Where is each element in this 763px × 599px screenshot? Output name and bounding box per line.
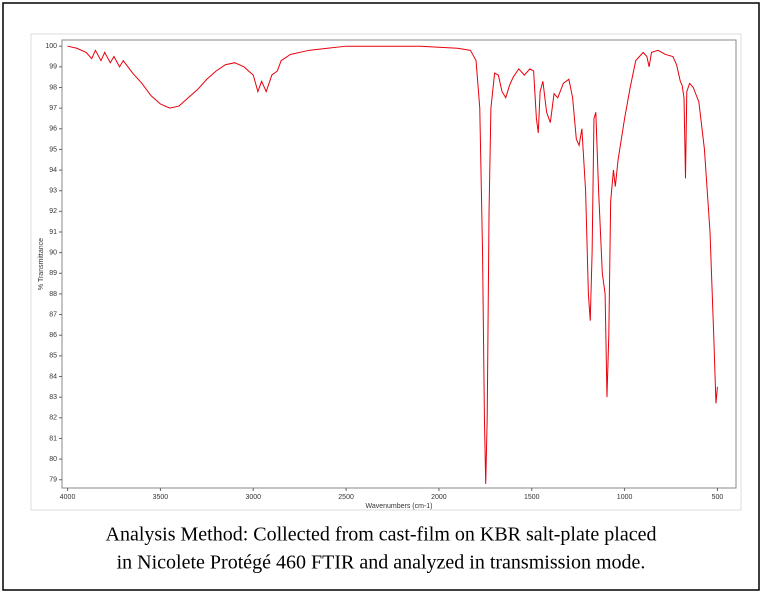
x-tick-label: 3500 (153, 494, 169, 501)
y-tick-label: 89 (49, 270, 57, 277)
spectrum-line (67, 45, 718, 484)
x-tick-label: 2000 (431, 494, 447, 501)
x-tick-label: 500 (712, 494, 724, 501)
y-tick-label: 79 (49, 477, 57, 484)
plot-frame (61, 39, 737, 489)
y-tick-label: 99 (49, 64, 57, 71)
y-tick-label: 93 (49, 188, 57, 195)
x-tick-label: 3000 (245, 494, 261, 501)
y-tick-label: 88 (49, 291, 57, 298)
y-tick-label: 82 (49, 415, 57, 422)
y-tick-label: 80 (49, 456, 57, 463)
y-tick-label: 95 (49, 146, 57, 153)
x-tick-label: 1000 (617, 494, 633, 501)
x-tick-label: 4000 (60, 494, 76, 501)
y-tick-label: 86 (49, 332, 57, 339)
caption-line: Analysis Method: Collected from cast-fil… (106, 524, 657, 546)
y-tick-label: 91 (49, 229, 57, 236)
y-axis-label: % Transmittance (38, 238, 45, 290)
x-tick-label: 2500 (338, 494, 354, 501)
y-tick-label: 96 (49, 126, 57, 133)
x-tick-label: 1500 (524, 494, 540, 501)
y-tick-label: 90 (49, 249, 57, 256)
y-tick-label: 94 (49, 167, 57, 174)
y-tick-label: 81 (49, 435, 57, 442)
x-axis-label: Wavenumbers (cm-1) (365, 503, 432, 510)
y-tick-label: 100 (45, 43, 57, 50)
y-tick-label: 84 (49, 373, 57, 380)
caption-line: in Nicolete Protégé 460 FTIR and analyze… (117, 552, 646, 574)
y-tick-label: 92 (49, 208, 57, 215)
chart-box (30, 33, 742, 511)
y-tick-label: 85 (49, 353, 57, 360)
y-tick-label: 87 (49, 311, 57, 318)
y-tick-label: 98 (49, 84, 57, 91)
y-tick-label: 97 (49, 105, 57, 112)
y-tick-label: 83 (49, 394, 57, 401)
